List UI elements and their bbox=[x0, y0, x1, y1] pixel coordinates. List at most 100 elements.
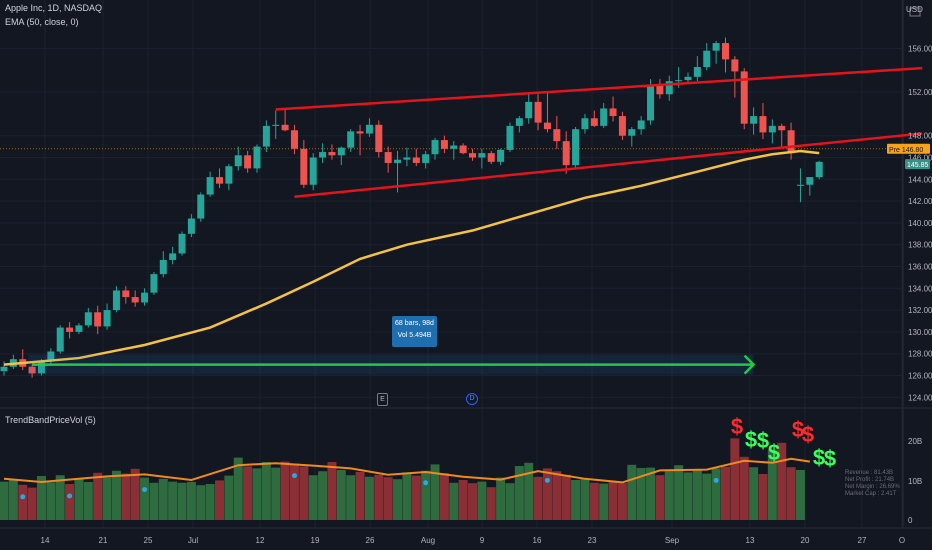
price-tick-label: 148.00 bbox=[908, 132, 932, 141]
candle-body bbox=[281, 124, 289, 131]
volume-bar bbox=[617, 483, 627, 520]
candle-body bbox=[225, 166, 233, 184]
candle-body bbox=[394, 159, 402, 163]
candle-body bbox=[356, 131, 364, 134]
time-tick-label: 16 bbox=[533, 536, 542, 545]
volume-bar bbox=[655, 475, 665, 520]
symbol-legend[interactable]: Apple Inc, 1D, NASDAQ bbox=[5, 3, 103, 13]
volume-bar bbox=[308, 475, 318, 520]
candle-body bbox=[253, 146, 261, 169]
candle-body bbox=[712, 43, 720, 51]
candle-body bbox=[647, 85, 655, 121]
volume-bar bbox=[580, 478, 590, 520]
time-tick-label: O bbox=[899, 536, 905, 545]
volume-dot bbox=[544, 477, 550, 483]
price-tick-label: 134.00 bbox=[908, 284, 932, 293]
time-tick-label: 13 bbox=[746, 536, 755, 545]
signal-dollar-green: $ bbox=[824, 446, 836, 471]
candle-body bbox=[337, 147, 345, 156]
event-earnings-icon[interactable]: E bbox=[377, 393, 388, 406]
candle-body bbox=[103, 310, 111, 327]
candle-body bbox=[178, 233, 186, 254]
volume-bar bbox=[46, 482, 56, 520]
volume-tick-label: 10B bbox=[908, 477, 922, 486]
price-tick-label: 156.00 bbox=[908, 45, 932, 54]
volume-bar bbox=[627, 464, 637, 520]
volume-bar bbox=[599, 483, 609, 520]
volume-bar bbox=[749, 467, 759, 520]
volume-bar bbox=[795, 470, 805, 520]
candle-body bbox=[534, 101, 542, 123]
signal-dollar-red: $ bbox=[802, 422, 814, 447]
volume-bar bbox=[93, 472, 103, 520]
candle-body bbox=[412, 157, 420, 163]
time-tick-label: 27 bbox=[858, 536, 867, 545]
candle-body bbox=[572, 129, 580, 166]
price-tick-label: 136.00 bbox=[908, 263, 932, 272]
volume-dot bbox=[423, 480, 429, 486]
volume-bar bbox=[177, 482, 187, 520]
price-tick-label: 140.00 bbox=[908, 219, 932, 228]
candle-body bbox=[216, 177, 224, 184]
volume-bar bbox=[83, 482, 93, 520]
volume-bar bbox=[402, 472, 412, 520]
volume-bar bbox=[571, 480, 581, 520]
candle-body bbox=[600, 108, 608, 126]
volume-bar bbox=[327, 462, 337, 520]
volume-bar bbox=[542, 468, 552, 520]
volume-bar bbox=[130, 468, 140, 520]
volume-bar bbox=[421, 470, 431, 520]
pre-price-tag bbox=[887, 143, 930, 154]
price-tick-label: 124.00 bbox=[908, 393, 932, 402]
candle-body bbox=[328, 152, 336, 156]
candle-body bbox=[75, 325, 83, 332]
event-dividend-icon[interactable]: D bbox=[466, 393, 478, 405]
volume-bar bbox=[215, 480, 225, 520]
candle-body bbox=[47, 351, 55, 362]
volume-bar bbox=[767, 449, 777, 520]
volume-tick-label: 20B bbox=[908, 437, 922, 446]
time-tick-label: Sep bbox=[665, 536, 680, 545]
time-tick-label: 26 bbox=[366, 536, 375, 545]
price-tick-label: 126.00 bbox=[908, 372, 932, 381]
candle-body bbox=[675, 80, 683, 82]
candle-body bbox=[347, 131, 355, 148]
ema-legend[interactable]: EMA (50, close, 0) bbox=[5, 17, 79, 27]
candle-body bbox=[159, 259, 167, 275]
time-tick-label: 14 bbox=[41, 536, 50, 545]
volume-bar bbox=[468, 483, 477, 520]
candle-body bbox=[637, 120, 645, 130]
channel-upper-line bbox=[275, 66, 923, 111]
volume-bar bbox=[261, 462, 271, 520]
candle-body bbox=[487, 153, 495, 162]
candle-body bbox=[197, 194, 205, 219]
candle-body bbox=[169, 253, 177, 260]
volume-bar bbox=[149, 482, 159, 520]
candle-body bbox=[365, 124, 373, 134]
volume-bar bbox=[702, 473, 712, 520]
measure-box[interactable]: 68 bars, 98d Vol 5.494B bbox=[392, 316, 437, 347]
volume-bar bbox=[674, 465, 684, 520]
volume-bar bbox=[477, 481, 487, 520]
volume-dot bbox=[713, 477, 719, 483]
candle-body bbox=[515, 118, 523, 126]
volume-bar bbox=[439, 473, 449, 520]
volume-bar bbox=[280, 461, 290, 520]
volume-tick-label: 0 bbox=[908, 516, 913, 525]
candle-body bbox=[187, 218, 195, 234]
candle-body bbox=[506, 125, 514, 150]
indicator-legend[interactable]: TrendBandPriceVol (5) bbox=[5, 415, 96, 425]
volume-bar bbox=[393, 479, 403, 520]
time-tick-label: 12 bbox=[256, 536, 265, 545]
volume-bar bbox=[458, 480, 468, 520]
candle-body bbox=[440, 140, 448, 149]
candle-body bbox=[122, 290, 130, 298]
candle-body bbox=[469, 153, 476, 158]
time-tick-label: 23 bbox=[588, 536, 597, 545]
candle-body bbox=[56, 327, 64, 352]
volume-bar bbox=[561, 474, 571, 520]
volume-bar bbox=[589, 482, 599, 520]
candle-body bbox=[703, 50, 711, 68]
price-tick-label: 144.00 bbox=[908, 175, 932, 184]
